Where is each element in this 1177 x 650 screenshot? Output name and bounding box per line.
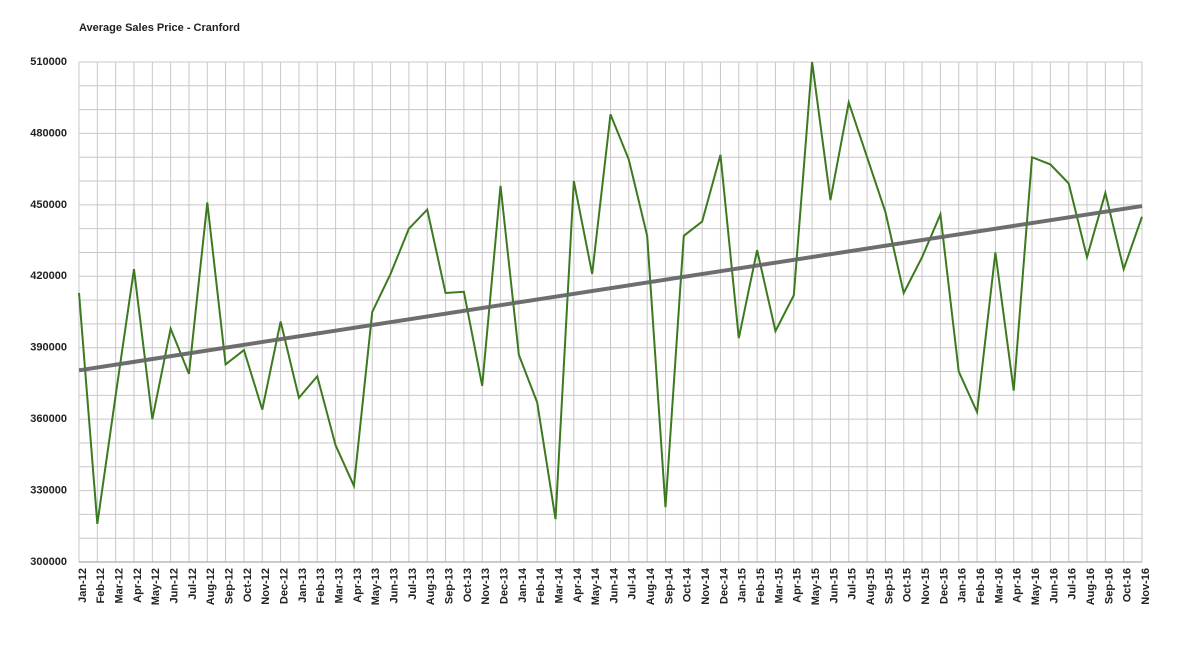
x-tick-label: Jan-16 <box>957 568 969 603</box>
y-tick-label: 450000 <box>30 199 67 211</box>
x-tick-label: Sep-12 <box>224 568 236 604</box>
x-tick-label: Jul-16 <box>1067 568 1079 600</box>
x-tick-label: Mar-14 <box>553 567 565 603</box>
x-tick-label: Aug-16 <box>1085 568 1097 605</box>
x-tick-label: Mar-12 <box>114 568 126 603</box>
x-tick-label: May-14 <box>590 567 602 605</box>
x-tick-label: Aug-15 <box>865 568 877 605</box>
x-tick-label: Sep-15 <box>883 568 895 604</box>
x-tick-label: Mar-16 <box>993 568 1005 603</box>
x-tick-label: Apr-13 <box>352 568 364 603</box>
x-tick-label: Oct-14 <box>682 567 694 602</box>
x-tick-label: Apr-15 <box>792 568 804 603</box>
x-tick-label: Dec-13 <box>498 568 510 604</box>
x-tick-label: May-13 <box>370 568 382 605</box>
x-tick-label: Nov-14 <box>700 567 712 605</box>
x-tick-label: Aug-13 <box>425 568 437 605</box>
x-tick-label: Aug-12 <box>205 568 217 605</box>
x-tick-label: Jan-12 <box>77 568 89 603</box>
x-tick-label: Mar-13 <box>333 568 345 603</box>
x-tick-label: Feb-16 <box>975 568 987 603</box>
x-tick-label: Oct-13 <box>462 568 474 602</box>
x-tick-label: Feb-15 <box>755 568 767 603</box>
x-tick-label: Feb-14 <box>535 567 547 603</box>
x-tick-label: May-12 <box>150 568 162 605</box>
x-tick-label: Oct-12 <box>242 568 254 602</box>
x-tick-label: Jan-13 <box>297 568 309 603</box>
data-line <box>78 61 1143 525</box>
x-tick-label: Dec-12 <box>279 568 291 604</box>
trend-line <box>78 204 1143 373</box>
y-tick-label: 480000 <box>30 127 67 139</box>
x-tick-label: Dec-15 <box>938 568 950 604</box>
x-tick-label: Oct-15 <box>902 568 914 602</box>
x-tick-label: Sep-14 <box>663 567 675 604</box>
x-tick-label: Jun-12 <box>169 568 181 603</box>
x-tick-label: Feb-13 <box>315 568 327 603</box>
x-tick-label: Jan-15 <box>737 568 749 603</box>
y-tick-label: 420000 <box>30 270 67 282</box>
x-tick-label: Apr-14 <box>572 567 584 603</box>
x-tick-label: Jan-14 <box>517 567 529 603</box>
x-tick-label: Mar-15 <box>773 568 785 603</box>
y-tick-label: 360000 <box>30 413 67 425</box>
y-tick-label: 390000 <box>30 342 67 354</box>
x-tick-label: Sep-13 <box>443 568 455 604</box>
x-tick-label: Feb-12 <box>95 568 107 603</box>
x-tick-label: Jun-13 <box>388 568 400 603</box>
x-tick-label: Apr-16 <box>1012 568 1024 603</box>
y-tick-label: 510000 <box>30 56 67 68</box>
y-tick-label: 330000 <box>30 484 67 496</box>
x-tick-label: Nov-12 <box>260 568 272 605</box>
x-tick-label: Oct-16 <box>1122 568 1134 602</box>
x-tick-label: Aug-14 <box>645 567 657 605</box>
x-tick-label: Jul-14 <box>627 567 639 600</box>
x-tick-label: May-15 <box>810 568 822 605</box>
x-tick-label: Jul-15 <box>847 568 859 600</box>
x-tick-label: Nov-13 <box>480 568 492 605</box>
x-tick-label: May-16 <box>1030 568 1042 605</box>
x-tick-label: Nov-16 <box>1140 568 1152 605</box>
x-tick-label: Sep-16 <box>1103 568 1115 604</box>
x-tick-label: Jul-12 <box>187 568 199 600</box>
x-tick-label: Jun-15 <box>828 568 840 603</box>
x-tick-label: Jun-14 <box>608 567 620 603</box>
x-tick-label: Jun-16 <box>1048 568 1060 603</box>
x-tick-label: Dec-14 <box>718 567 730 604</box>
x-tick-label: Apr-12 <box>132 568 144 603</box>
x-tick-label: Jul-13 <box>407 568 419 600</box>
chart-title: Average Sales Price - Cranford <box>79 22 240 34</box>
y-tick-label: 300000 <box>30 556 67 568</box>
x-tick-label: Nov-15 <box>920 568 932 605</box>
